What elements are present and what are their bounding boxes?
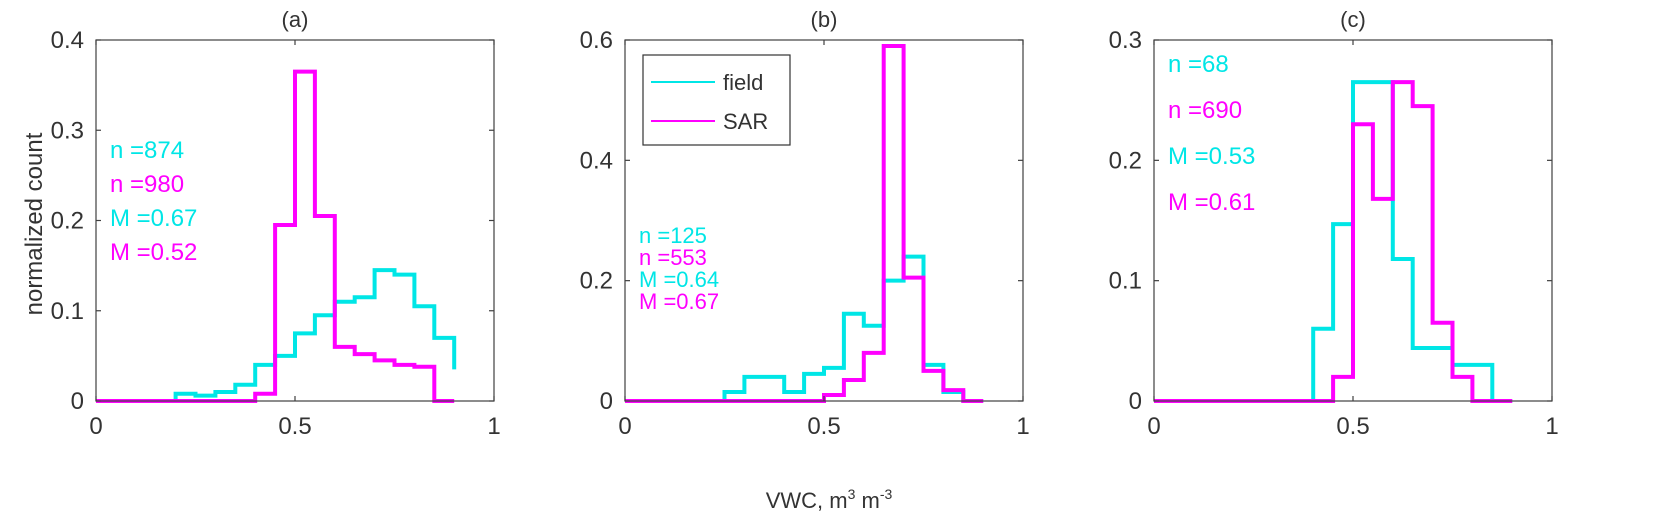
annotation-sar: M =0.61 (1168, 189, 1255, 216)
annotation-field: M =0.53 (1168, 143, 1255, 170)
x-tick-label: 1 (1545, 413, 1558, 440)
y-tick-label: 0.2 (580, 268, 613, 295)
panel-title: (b) (811, 7, 838, 32)
x-tick-label: 1 (1016, 413, 1029, 440)
annotation-sar: M =0.52 (110, 239, 197, 266)
panel-title: (c) (1340, 7, 1366, 32)
legend-label-field: field (723, 70, 763, 95)
series-line-sar (96, 69, 455, 403)
x-axis-label-sup1: 3 (848, 486, 856, 502)
annotation-field: n =874 (110, 137, 184, 164)
y-tick-label: 0.3 (51, 117, 84, 144)
panel-title: (a) (282, 7, 309, 32)
annotation-field: M =0.64 (639, 267, 719, 292)
y-tick-label: 0.1 (51, 298, 84, 325)
y-axis-label: normalized count (21, 132, 48, 315)
y-tick-label: 0.1 (1109, 268, 1142, 295)
annotation-sar: n =690 (1168, 97, 1242, 124)
x-tick-label: 1 (487, 413, 500, 440)
x-axis-label-mid: m (855, 488, 879, 513)
x-tick-label: 0.5 (1336, 413, 1369, 440)
legend-label-sar: SAR (723, 109, 768, 134)
y-tick-label: 0.2 (1109, 147, 1142, 174)
panels-group: 0 0.5 1 0 0.1 0.2 0.3 0.4 (a) n =874 n =980 M =0.67… (51, 7, 1559, 440)
x-tick-label: 0 (89, 413, 102, 440)
x-tick-label: 0.5 (807, 413, 840, 440)
y-tick-label: 0.6 (580, 27, 613, 54)
y-tick-label: 0 (71, 388, 84, 415)
annotation-sar: M =0.67 (639, 289, 719, 314)
x-axis-label: VWC, m3 m-3 (766, 486, 893, 513)
series-line-field (96, 268, 457, 403)
y-tick-label: 0 (1129, 388, 1142, 415)
annotation-sar: n =553 (639, 245, 707, 270)
annotation-field: M =0.67 (110, 205, 197, 232)
annotation-field: n =125 (639, 223, 707, 248)
chart-panel-3: 0 0.5 1 0 0.1 0.2 0.3 (c) n =68 n =690 M =0.53 M =0… (1109, 7, 1559, 440)
annotation-sar: n =980 (110, 171, 184, 198)
annotation-field: n =68 (1168, 51, 1229, 78)
x-axis-label-text: VWC, m (766, 488, 848, 513)
x-tick-label: 0 (1147, 413, 1160, 440)
x-tick-label: 0.5 (278, 413, 311, 440)
y-tick-label: 0.4 (51, 27, 84, 54)
y-tick-label: 0 (600, 388, 613, 415)
x-axis-label-sup2: -3 (880, 486, 893, 502)
x-tick-label: 0 (618, 413, 631, 440)
chart-panel-1: 0 0.5 1 0 0.1 0.2 0.3 0.4 (a) n =874 n =980 M =0.67… (51, 7, 501, 440)
legend-box (642, 54, 791, 146)
y-tick-label: 0.2 (51, 208, 84, 235)
series-line-field (1154, 80, 1513, 403)
y-tick-label: 0.3 (1109, 27, 1142, 54)
y-tick-label: 0.4 (580, 147, 613, 174)
